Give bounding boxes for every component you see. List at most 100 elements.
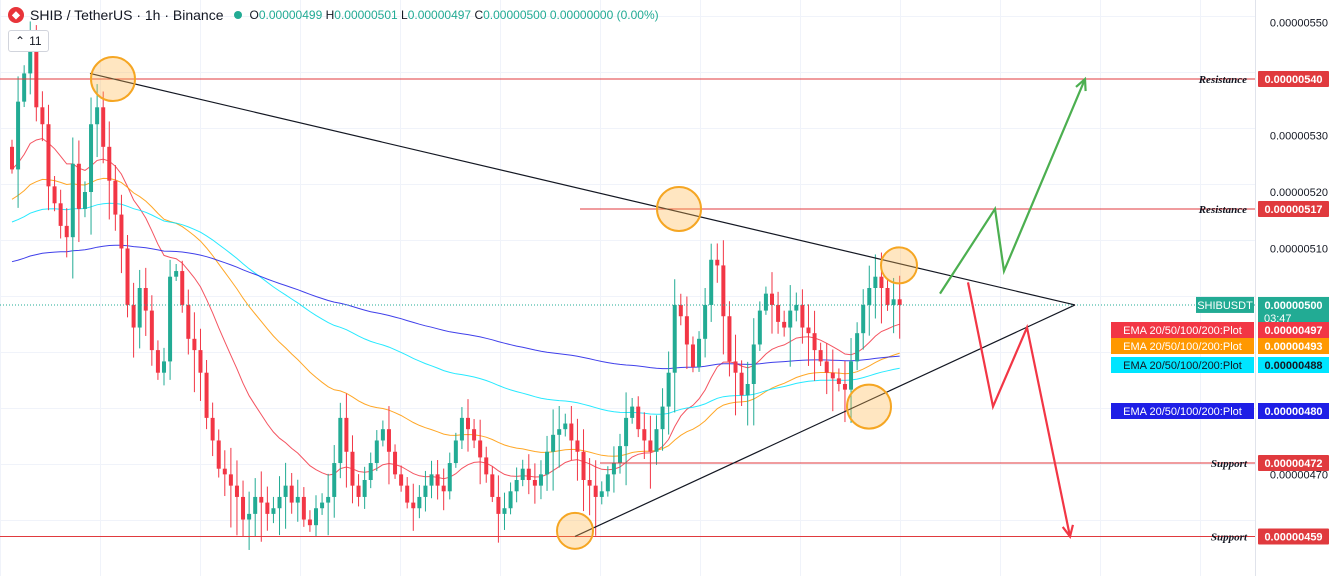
candle-body	[532, 480, 537, 486]
candle-body	[34, 39, 39, 108]
support-resistance-lines: Resistance Resistance Support Support	[0, 74, 1255, 543]
candle-body	[368, 463, 373, 480]
projection-path	[966, 282, 1072, 537]
level-price-label-bg	[1258, 455, 1329, 472]
high-value: 0.00000501	[334, 8, 398, 22]
candle-body	[46, 124, 51, 187]
candle-body	[812, 333, 817, 351]
candle-body	[897, 299, 902, 305]
candle-body	[411, 502, 416, 509]
candle-body	[654, 429, 659, 452]
candle-body	[222, 468, 227, 475]
level-price-label-bg	[1258, 71, 1329, 88]
candle-body	[386, 429, 391, 452]
candle-body	[362, 480, 367, 497]
candle-body	[234, 485, 239, 497]
ema-price-bg	[1258, 322, 1329, 338]
candle-body	[563, 423, 568, 430]
candle-body	[253, 496, 258, 514]
candle-body	[356, 485, 361, 497]
candle-body	[28, 39, 33, 74]
candle-body	[545, 451, 550, 475]
candle-body	[496, 496, 501, 514]
trendline	[574, 304, 1076, 538]
chevron-up-icon: ⌃	[15, 34, 26, 48]
candle-body	[417, 496, 422, 509]
symbol-title[interactable]: SHIB / TetherUS · 1h · Binance	[30, 7, 224, 23]
candlesticks	[10, 21, 902, 550]
ema-price-bg	[1258, 357, 1329, 373]
candle-body	[666, 372, 671, 407]
triangle-pattern	[89, 72, 1076, 538]
candle-body	[192, 338, 197, 351]
level-price-label: 0.00000540	[1264, 74, 1322, 86]
candle-body	[715, 259, 720, 266]
candle-body	[672, 304, 677, 373]
candle-body	[265, 502, 270, 514]
candle-body	[332, 463, 337, 497]
candle-body	[101, 107, 106, 147]
candle-body	[776, 304, 781, 322]
y-tick-label: 0.00000530	[1270, 131, 1328, 143]
candle-body	[125, 248, 130, 305]
candle-body	[684, 316, 689, 345]
candle-body	[526, 468, 531, 480]
close-label: C	[474, 8, 484, 22]
candle-body	[301, 496, 306, 520]
candle-body	[502, 508, 507, 514]
ema-price-label: 0.00000480	[1264, 406, 1322, 418]
candle-body	[867, 288, 872, 305]
candle-body	[76, 163, 81, 209]
ema-price-label: 0.00000493	[1264, 341, 1322, 353]
change-value: 0.00000000 (0.00%)	[549, 8, 659, 22]
candle-body	[459, 417, 464, 441]
chart-grid	[0, 0, 1255, 576]
axis-background	[1255, 0, 1336, 576]
candle-body	[295, 496, 300, 503]
candle-body	[198, 350, 203, 373]
y-tick-label: 0.00000470	[1270, 469, 1328, 481]
projection-path	[939, 78, 1087, 295]
candle-body	[587, 480, 592, 486]
ema-name-label: EMA 20/50/100/200:Plot	[1123, 406, 1242, 418]
candle-body	[611, 463, 616, 475]
level-price-label: 0.00000459	[1264, 531, 1322, 543]
candle-body	[770, 293, 774, 305]
y-tick-label: 0.00000510	[1270, 243, 1328, 255]
candle-body	[314, 508, 318, 526]
candle-body	[374, 440, 379, 464]
candle-body	[350, 451, 355, 486]
candle-body	[885, 288, 890, 305]
candle-body	[162, 361, 166, 373]
symbol-tag-bg	[1196, 296, 1254, 313]
y-tick-label: 0.00000550	[1270, 18, 1328, 30]
candle-body	[247, 513, 252, 520]
symbol-tag: SHIBUSDT	[1197, 300, 1253, 312]
candle-body	[259, 496, 264, 503]
indicators-toggle[interactable]: ⌃ 11	[8, 30, 49, 52]
level-price-label-bg	[1258, 200, 1329, 217]
level-label: Resistance	[1198, 204, 1247, 216]
candle-body	[40, 107, 45, 125]
arrow-head-icon	[1075, 76, 1087, 92]
candle-body	[599, 491, 604, 497]
candle-body	[842, 384, 847, 390]
candle-body	[636, 406, 641, 430]
candle-body	[52, 186, 57, 204]
ema-name-bg	[1111, 322, 1254, 338]
candle-body	[89, 124, 94, 192]
candle-body	[307, 519, 312, 526]
candle-body	[733, 361, 738, 373]
candle-body	[405, 485, 410, 503]
candle-body	[466, 417, 470, 430]
level-label: Support	[1211, 531, 1248, 543]
open-value: 0.00000499	[258, 8, 323, 22]
candle-body	[575, 440, 580, 452]
candle-body	[484, 457, 489, 475]
candle-body	[155, 350, 160, 373]
candle-body	[648, 440, 653, 452]
current-price-bg	[1258, 296, 1329, 326]
candle-body	[441, 485, 446, 492]
candle-body	[453, 440, 458, 464]
